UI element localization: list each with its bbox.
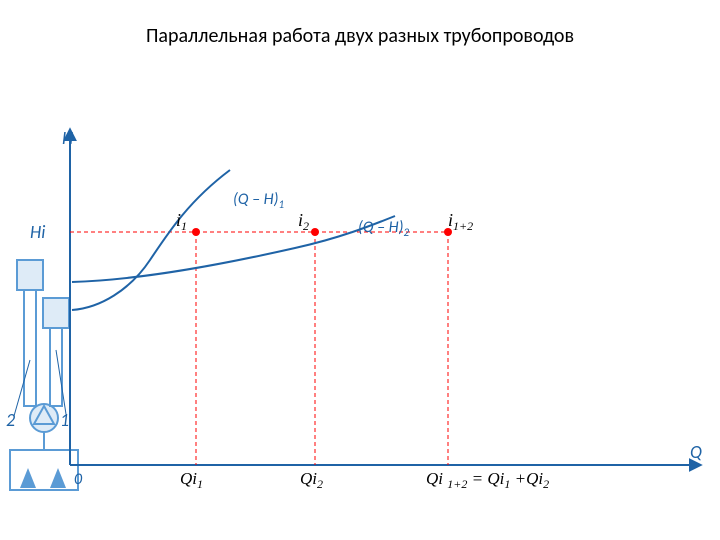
curve-2 [72,216,395,282]
label-i1: i1 [176,210,187,233]
label-i2: i2 [298,210,309,233]
Hi-label: Hi [30,221,45,243]
curve1-label: (Q – H)1 [233,190,284,211]
pipe-2-label: 2 [6,409,15,431]
Q-axis-label: Q [690,441,702,463]
pump-schematic: 1 2 [6,260,78,490]
xlabel-Qi12: Qi 1+2 = Qi1 +Qi2 [426,469,549,491]
curve-1 [72,170,230,310]
label-i12: i1+2 [448,210,473,233]
x-tick-labels: Qi1 Qi2 Qi 1+2 = Qi1 +Qi2 [180,469,549,491]
axes: H Q 0 Hi [30,127,702,489]
curve2-label: (Q – H)2 [358,218,410,239]
xlabel-Qi2: Qi2 [300,469,323,491]
guides [70,232,448,465]
point-i2 [311,228,319,236]
point-i1 [192,228,200,236]
origin-label: 0 [74,470,83,489]
H-axis-label: H [62,127,73,149]
xlabel-Qi1: Qi1 [180,469,203,491]
diagram-canvas: 1 2 H Q 0 Hi (Q – H)1 [0,0,720,540]
pipe-1-label: 1 [60,409,69,431]
